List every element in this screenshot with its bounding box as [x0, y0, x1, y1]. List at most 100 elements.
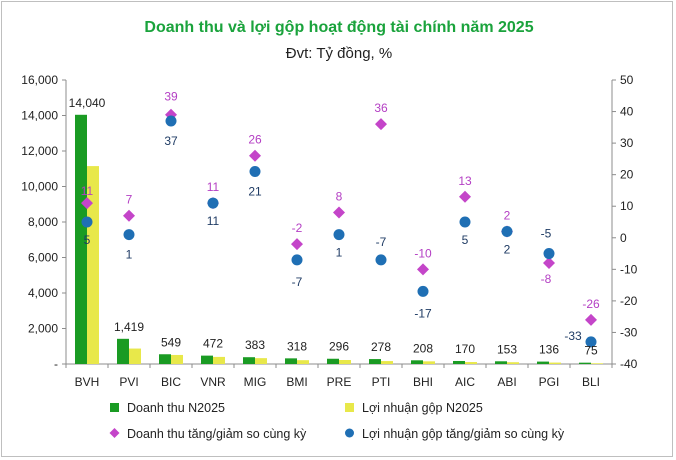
category-label: PGI [539, 375, 560, 389]
bar-value-label: 153 [497, 342, 517, 356]
points [81, 108, 597, 348]
circle-value-label: 37 [164, 134, 178, 148]
bar-loi-nhuan-gop [87, 166, 99, 364]
right-tick-label: -10 [620, 262, 638, 276]
bar-doanh-thu [117, 338, 129, 364]
circle-value-label: 1 [336, 246, 343, 260]
bars [75, 114, 603, 364]
bar-loi-nhuan-gop [381, 361, 393, 364]
bar-loi-nhuan-gop [213, 356, 225, 364]
diamond-marker [291, 238, 303, 251]
diamond-value-label: 36 [374, 101, 388, 115]
right-tick-label: 0 [620, 231, 627, 245]
bar-loi-nhuan-gop [549, 362, 561, 364]
circle-marker [81, 216, 93, 228]
right-tick-label: -20 [620, 294, 638, 308]
category-label: ABI [497, 375, 516, 389]
diamond-marker [585, 313, 597, 326]
left-tick-label: 14,000 [21, 109, 58, 123]
right-tick-label: 20 [620, 168, 634, 182]
circle-marker [249, 166, 261, 178]
bar-doanh-thu [201, 355, 213, 364]
bar-value-label: 136 [539, 343, 559, 357]
circle-marker [333, 229, 345, 241]
diamond-value-label: 8 [336, 190, 343, 204]
bar-value-label: 14,040 [69, 96, 106, 110]
bar-loi-nhuan-gop [129, 348, 141, 364]
bar-value-label: 75 [584, 344, 598, 358]
diamond-marker [333, 206, 345, 219]
diamond-value-label: 13 [458, 174, 472, 188]
category-label: BIC [161, 375, 181, 389]
legend-label: Lợi nhuận gộp tăng/giảm so cùng kỳ [362, 427, 565, 441]
category-label: PRE [327, 375, 352, 389]
circle-value-label: -33 [564, 329, 582, 343]
bar-value-label: 296 [329, 340, 349, 354]
circle-marker [585, 336, 597, 348]
bar-doanh-thu [243, 357, 255, 364]
legend-label: Doanh thu N2025 [127, 401, 225, 415]
circle-value-label: 5 [462, 233, 469, 247]
bar-loi-nhuan-gop [465, 362, 477, 364]
left-tick-label: 16,000 [21, 73, 58, 87]
category-label: PVI [119, 375, 138, 389]
bar-loi-nhuan-gop [255, 358, 267, 364]
circle-marker [375, 254, 387, 266]
diamond-value-label: -26 [582, 297, 600, 311]
circle-marker [417, 285, 429, 297]
legend-label: Lợi nhuận gộp N2025 [362, 401, 483, 415]
diamond-marker [375, 118, 387, 131]
bar-value-label: 549 [161, 335, 181, 349]
bar-doanh-thu [75, 114, 87, 364]
left-tick-label: 8,000 [28, 215, 58, 229]
category-label: BMI [286, 375, 307, 389]
circle-marker [543, 248, 555, 260]
bar-value-label: 383 [245, 338, 265, 352]
diamond-marker [459, 190, 471, 203]
circle-marker [207, 197, 219, 209]
right-tick-label: -30 [620, 325, 638, 339]
diamond-value-label: -2 [292, 221, 303, 235]
bar-doanh-thu [537, 361, 549, 364]
chart-subtitle: Đvt: Tỷ đồng, % [286, 45, 392, 62]
circle-value-label: -17 [414, 306, 432, 320]
circle-value-label: 5 [84, 233, 91, 247]
category-label: PTI [372, 375, 391, 389]
diamond-value-label: 26 [248, 133, 262, 147]
circle-value-label: 11 [207, 214, 220, 228]
left-tick-label: 12,000 [21, 144, 58, 158]
bar-loi-nhuan-gop [423, 361, 435, 364]
diamond-value-label: 7 [126, 193, 133, 207]
diamond-marker [249, 149, 261, 162]
legend: Doanh thu N2025 Lợi nhuận gộp N2025 Doanh … [109, 401, 565, 441]
legend-swatch [110, 403, 119, 412]
bar-value-label: 208 [413, 341, 433, 355]
diamond-marker [417, 263, 429, 276]
circle-marker [123, 229, 135, 241]
circle-value-label: 21 [248, 185, 262, 199]
diamond-value-label: 39 [164, 90, 178, 104]
left-tick-label: 2,000 [28, 322, 58, 336]
bar-value-label: 472 [203, 337, 223, 351]
left-tick-label: 6,000 [28, 251, 58, 265]
diamond-value-label: 11 [81, 184, 94, 198]
bar-loi-nhuan-gop [171, 354, 183, 364]
bar-doanh-thu [285, 358, 297, 364]
category-label: BVH [75, 375, 100, 389]
circle-marker [291, 254, 303, 266]
bar-doanh-thu [411, 360, 423, 364]
right-tick-label: 30 [620, 136, 634, 150]
bar-doanh-thu [369, 359, 381, 364]
circle-marker [501, 225, 513, 237]
category-label: AIC [455, 375, 475, 389]
axes: - 2,000 4,000 6,000 8,000 10,000 12,000 14,000 1… [21, 73, 637, 389]
bar-loi-nhuan-gop [507, 362, 519, 364]
bar-doanh-thu [579, 362, 591, 364]
diamond-marker [123, 209, 135, 222]
left-tick-label: 4,000 [28, 286, 58, 300]
diamond-value-label: -8 [541, 272, 552, 286]
bar-value-label: 278 [371, 340, 391, 354]
bar-loi-nhuan-gop [297, 360, 309, 364]
